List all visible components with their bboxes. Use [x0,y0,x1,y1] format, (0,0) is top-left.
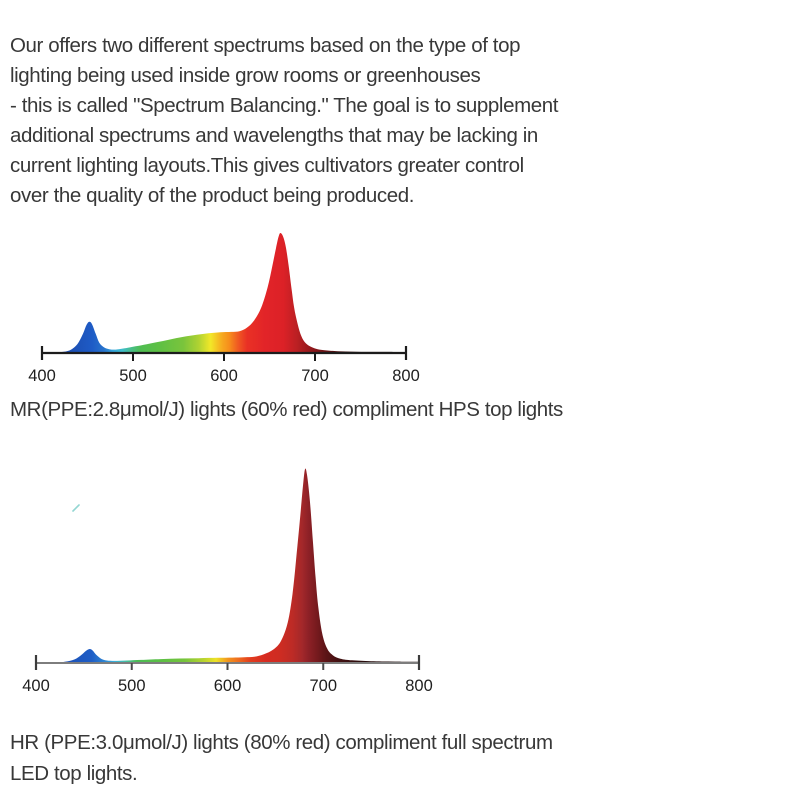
intro-line: - this is called "Spectrum Balancing." T… [10,94,559,117]
hr-chart-caption: HR (PPE:3.0μmol/J) lights (80% red) comp… [10,727,553,789]
intro-line: additional spectrums and wavelengths tha… [10,124,538,147]
x-axis-tick-label: 400 [28,367,56,385]
spectrum-area [42,233,406,353]
mr-spectrum-chart: 400 500 600 700 800 [28,233,420,385]
intro-line: current lighting layouts.This gives cult… [10,154,524,177]
hr-chart-caption-line: LED top lights. [10,762,138,785]
x-axis-tick-label: 500 [119,367,147,385]
x-axis-tick-label: 400 [22,677,50,695]
hr-spectrum-chart: 400 500 600 700 800 [22,468,433,695]
x-axis-tick-label: 700 [309,677,337,695]
hr-chart-caption-line: HR (PPE:3.0μmol/J) lights (80% red) comp… [10,731,553,754]
x-axis-tick-label: 500 [118,677,146,695]
mr-chart-caption: MR(PPE:2.8μmol/J) lights (60% red) compl… [10,398,563,421]
stray-mark [72,504,80,512]
intro-line: lighting being used inside grow rooms or… [10,64,481,87]
x-axis-tick-label: 800 [405,677,433,695]
intro-line: Our offers two different spectrums based… [10,34,521,57]
x-axis-tick-label: 700 [301,367,329,385]
spectrum-area [36,468,419,663]
intro-line: over the quality of the product being pr… [10,184,415,207]
intro-paragraph: Our offers two different spectrums based… [10,31,558,211]
x-axis-tick-label: 800 [392,367,420,385]
x-axis-tick-label: 600 [210,367,238,385]
x-axis-tick-label: 600 [214,677,242,695]
